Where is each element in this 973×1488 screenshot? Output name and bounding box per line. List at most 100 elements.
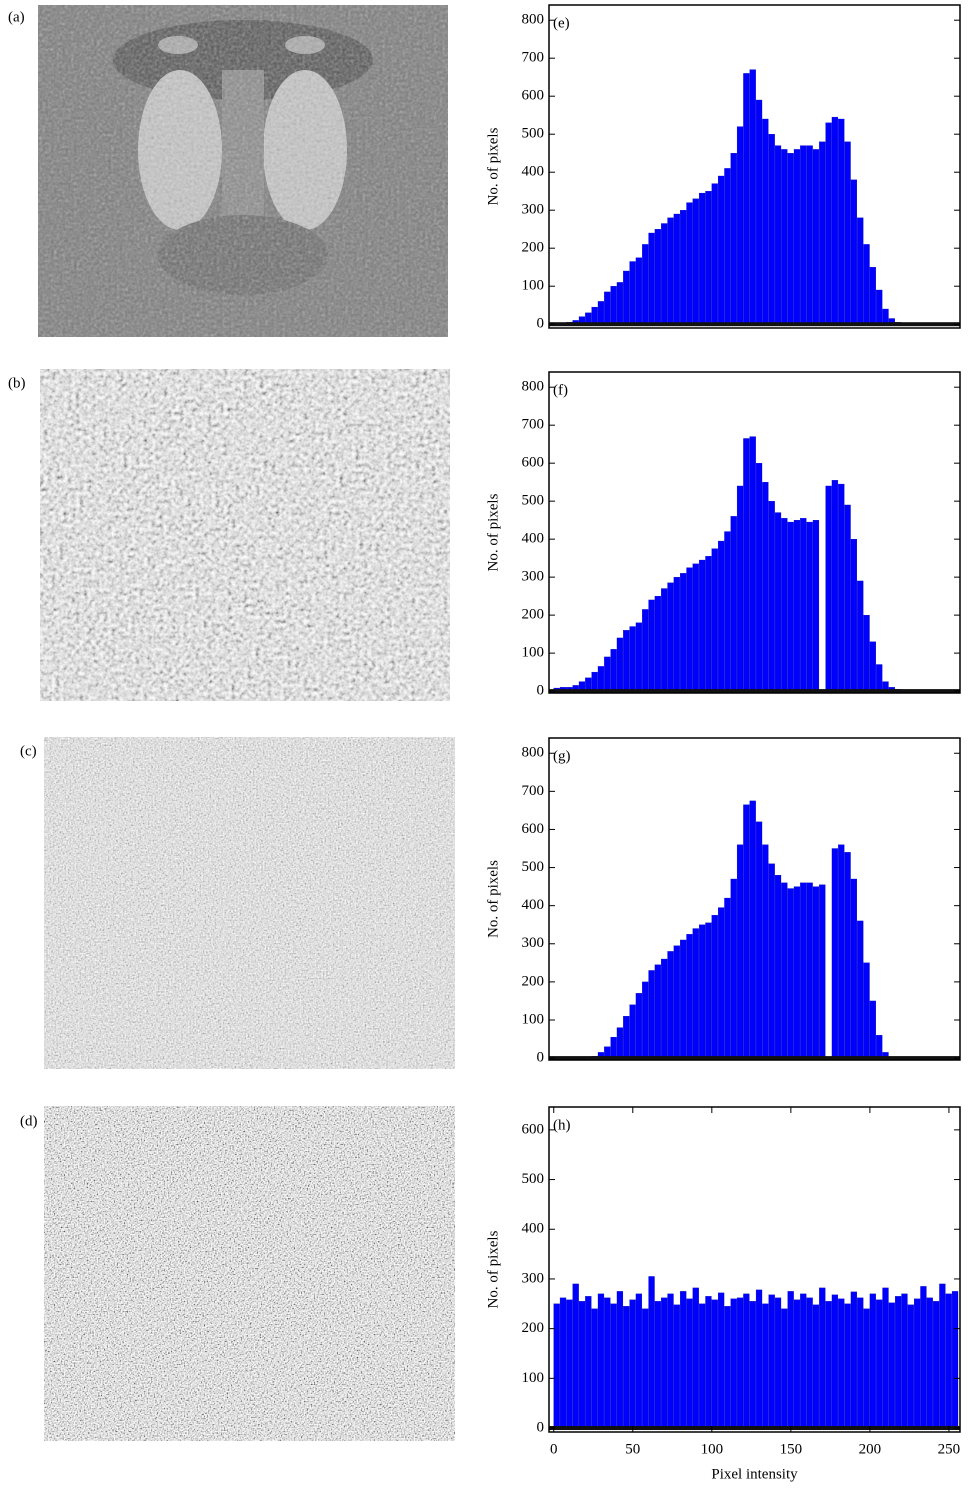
- bar: [774, 1297, 782, 1429]
- bar: [806, 1297, 813, 1429]
- bar: [825, 122, 832, 325]
- bar: [648, 599, 655, 692]
- bar: [774, 875, 782, 1059]
- bar: [616, 1027, 624, 1059]
- bar: [730, 153, 737, 325]
- bar: [654, 595, 661, 692]
- bar: [800, 518, 807, 692]
- bar: [850, 538, 858, 692]
- bar: [793, 520, 801, 692]
- y-tick-label: 400: [522, 164, 545, 180]
- bar: [762, 118, 769, 325]
- bar: [774, 145, 782, 325]
- bar: [876, 664, 883, 692]
- bar: [838, 483, 845, 692]
- bar: [857, 217, 864, 325]
- bar: [667, 217, 674, 325]
- bar: [635, 1293, 643, 1429]
- bar: [882, 308, 889, 325]
- bar: [642, 609, 649, 692]
- bar: [724, 531, 731, 692]
- panel-label: (d): [20, 1113, 38, 1129]
- bar: [553, 1303, 560, 1429]
- bar: [743, 1293, 750, 1429]
- panel-label: (g): [553, 748, 571, 764]
- bar: [616, 282, 624, 325]
- y-tick-label: 600: [522, 455, 545, 471]
- panel-label: (e): [553, 15, 570, 31]
- bar: [566, 1299, 573, 1429]
- bar: [762, 482, 769, 692]
- bar: [831, 480, 839, 692]
- bar: [755, 463, 763, 692]
- y-tick-label: 500: [522, 859, 545, 875]
- panel-label: (f): [553, 382, 568, 398]
- bar: [623, 1306, 630, 1429]
- x-tick-label: 100: [701, 1441, 724, 1457]
- bar: [680, 210, 687, 325]
- bar: [793, 886, 801, 1059]
- image-a: [38, 5, 448, 337]
- bar: [648, 232, 655, 325]
- bar: [768, 1294, 775, 1429]
- x-tick-label: 200: [859, 1441, 882, 1457]
- image-d: [44, 1106, 455, 1441]
- bar: [585, 1296, 592, 1429]
- y-tick-label: 800: [522, 12, 545, 28]
- bar: [793, 1299, 801, 1429]
- bar: [951, 1291, 959, 1429]
- bar: [717, 1292, 725, 1429]
- bars: [559, 69, 908, 325]
- bar: [781, 518, 788, 692]
- bar: [793, 149, 801, 325]
- bar: [876, 289, 883, 325]
- bar: [661, 1297, 668, 1429]
- bar: [812, 886, 820, 1059]
- bar: [844, 504, 851, 692]
- bar: [648, 970, 655, 1059]
- bar: [597, 301, 605, 325]
- bar: [844, 852, 851, 1059]
- bar: [743, 804, 750, 1059]
- bar: [863, 1308, 870, 1429]
- bar: [680, 573, 687, 692]
- bar: [850, 1291, 858, 1429]
- y-tick-label: 600: [522, 88, 545, 104]
- bar: [945, 1293, 952, 1429]
- baseline-band: [549, 1426, 960, 1431]
- y-tick-label: 200: [522, 1320, 545, 1336]
- panel-label: (c): [20, 743, 37, 759]
- y-tick-label: 400: [522, 531, 545, 547]
- bar: [686, 934, 693, 1059]
- bar: [831, 116, 839, 325]
- bar: [762, 844, 769, 1059]
- bar: [749, 1301, 756, 1429]
- bar: [819, 141, 826, 325]
- bar: [736, 485, 744, 692]
- bar: [699, 924, 706, 1059]
- bar: [705, 922, 712, 1059]
- bar: [705, 1296, 712, 1429]
- bar: [724, 1306, 731, 1429]
- bar: [819, 884, 826, 1059]
- bar: [705, 556, 712, 692]
- baseline-band: [549, 322, 960, 327]
- bar: [661, 958, 668, 1059]
- bar: [863, 244, 870, 325]
- y-axis-label: No. of pixels: [485, 1230, 501, 1308]
- y-tick-label: 600: [522, 821, 545, 837]
- bar: [686, 1298, 693, 1429]
- bar: [800, 1293, 807, 1429]
- bar: [844, 1303, 851, 1429]
- bar: [724, 897, 731, 1059]
- bar: [749, 436, 756, 692]
- bar: [736, 1297, 744, 1429]
- y-tick-label: 0: [537, 316, 545, 332]
- bar: [692, 198, 699, 325]
- y-tick-label: 800: [522, 745, 545, 761]
- baseline-band: [549, 1056, 960, 1061]
- bar: [610, 286, 617, 325]
- bar: [869, 641, 876, 692]
- bar: [850, 878, 858, 1059]
